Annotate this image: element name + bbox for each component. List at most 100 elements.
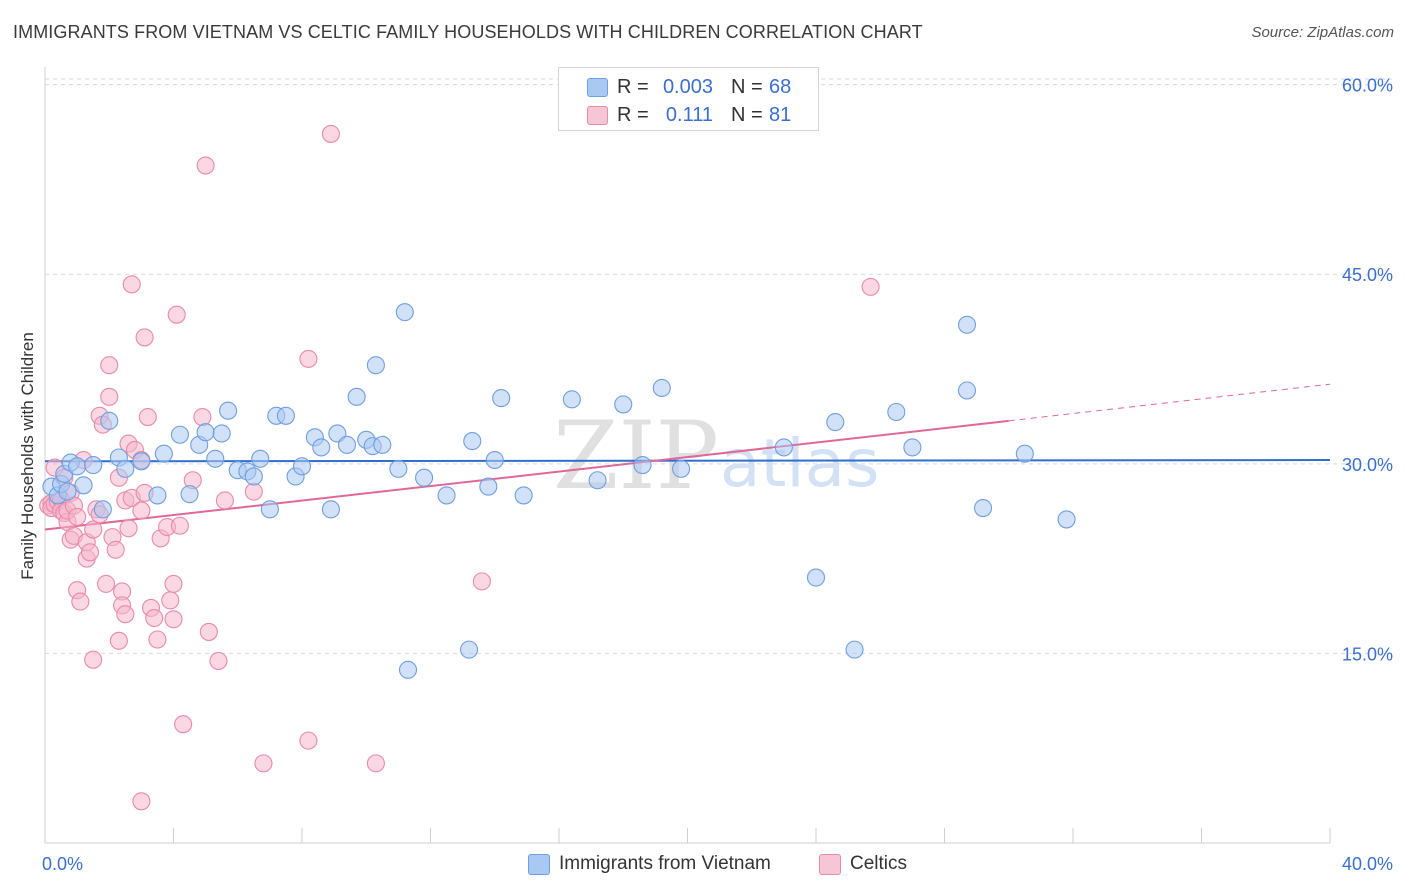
celtics-point xyxy=(148,630,167,649)
r-value: 0.111 xyxy=(665,104,713,126)
celtics-point xyxy=(472,572,491,591)
celtics-trend-line xyxy=(44,419,1009,531)
data-points xyxy=(39,124,1076,811)
celtics-point xyxy=(164,610,183,629)
vietnam-point xyxy=(774,438,793,457)
blue-swatch xyxy=(587,78,608,97)
vietnam-point xyxy=(957,381,977,400)
r-label: R = xyxy=(617,104,649,126)
vietnam-point xyxy=(903,438,922,457)
y-tick-label: 60.0% xyxy=(1342,76,1393,96)
vietnam-point xyxy=(180,485,199,504)
n-label: N = xyxy=(731,104,763,126)
vietnam-point xyxy=(514,486,533,505)
vietnam-point xyxy=(562,390,581,409)
celtics-point xyxy=(122,275,141,294)
vietnam-point xyxy=(212,424,231,443)
celtics-point xyxy=(170,516,189,535)
blue-swatch xyxy=(528,854,550,875)
vietnam-point xyxy=(219,401,238,420)
pink-swatch xyxy=(587,106,608,125)
vietnam-point xyxy=(485,450,504,470)
celtics-point xyxy=(196,156,215,175)
celtics-point xyxy=(71,592,90,611)
vietnam-point xyxy=(973,499,993,518)
vietnam-point xyxy=(415,468,434,487)
vietnam-point xyxy=(652,378,671,398)
series-legend: Immigrants from Vietnam Celtics xyxy=(0,852,1406,878)
vietnam-point xyxy=(93,500,112,519)
pink-swatch xyxy=(819,854,841,875)
vietnam-point xyxy=(170,425,189,444)
vietnam-point xyxy=(58,482,77,501)
vietnam-point xyxy=(196,423,215,442)
vietnam-point xyxy=(312,438,331,457)
n-value: 68 xyxy=(769,76,792,98)
celtics-point xyxy=(100,356,119,375)
grid-lines xyxy=(45,78,1392,654)
celtics-point xyxy=(84,520,103,539)
source-credit: Source: ZipAtlas.com xyxy=(1251,24,1394,41)
celtics-point xyxy=(138,408,157,427)
celtics-point xyxy=(209,651,228,671)
celtics-point xyxy=(366,754,385,773)
vietnam-point xyxy=(887,402,906,422)
celtics-point xyxy=(135,328,154,347)
vietnam-point xyxy=(389,459,408,478)
celtics-point xyxy=(174,715,193,734)
vietnam-point xyxy=(84,456,103,475)
vietnam-point xyxy=(463,432,482,451)
vietnam-point xyxy=(154,444,173,463)
x-tick-label: 0.0% xyxy=(42,854,83,874)
celtics-point xyxy=(299,731,318,750)
vietnam-point xyxy=(588,471,607,490)
n-value: 81 xyxy=(769,104,792,126)
celtics-point xyxy=(132,501,151,520)
r-value: 0.003 xyxy=(662,76,713,98)
celtics-point xyxy=(193,408,212,427)
vietnam-point xyxy=(74,476,93,495)
vietnam-point xyxy=(251,449,270,468)
celtics-point xyxy=(116,605,135,624)
celtics-point xyxy=(861,277,880,296)
vietnam-point xyxy=(100,411,119,430)
vietnam-point xyxy=(68,457,87,476)
celtics-point xyxy=(199,622,218,641)
vietnam-point xyxy=(492,389,511,408)
legend-label: Immigrants from Vietnam xyxy=(559,853,771,874)
celtics-point xyxy=(119,519,138,538)
celtics-point xyxy=(80,543,100,562)
vietnam-point xyxy=(244,467,263,486)
celtics-point xyxy=(254,754,273,773)
legend-row-celtics: R = 0.111 N = 81 xyxy=(559,100,818,130)
tick-labels: 15.0% 30.0% 45.0% 60.0% 0.0% 40.0% xyxy=(42,76,1393,874)
vietnam-point xyxy=(260,500,279,519)
vietnam-point xyxy=(1015,444,1034,463)
celtics-point xyxy=(106,540,125,559)
celtics-point xyxy=(244,482,263,501)
celtics-point xyxy=(164,574,183,593)
celtics-point xyxy=(96,574,116,593)
vietnam-point xyxy=(957,315,977,334)
vietnam-point xyxy=(826,413,845,432)
vietnam-point xyxy=(479,477,498,496)
vietnam-point xyxy=(806,568,826,587)
celtics-point xyxy=(145,608,164,628)
celtics-point xyxy=(299,349,318,368)
vietnam-point xyxy=(116,459,135,478)
chart-title: IMMIGRANTS FROM VIETNAM VS CELTIC FAMILY… xyxy=(13,22,923,42)
celtics-point xyxy=(132,792,151,811)
legend-label: Celtics xyxy=(850,853,908,874)
celtics-point xyxy=(167,305,186,324)
vietnam-point xyxy=(633,456,652,475)
celtics-point xyxy=(100,387,119,406)
celtics-point xyxy=(161,591,180,610)
vietnam-point xyxy=(347,387,366,406)
celtics-point xyxy=(84,650,103,669)
vietnam-point xyxy=(292,457,312,476)
vietnam-point xyxy=(132,452,151,471)
r-label: R = xyxy=(617,76,649,98)
x-tick-label: 40.0% xyxy=(1342,854,1393,874)
axes xyxy=(44,67,1331,844)
